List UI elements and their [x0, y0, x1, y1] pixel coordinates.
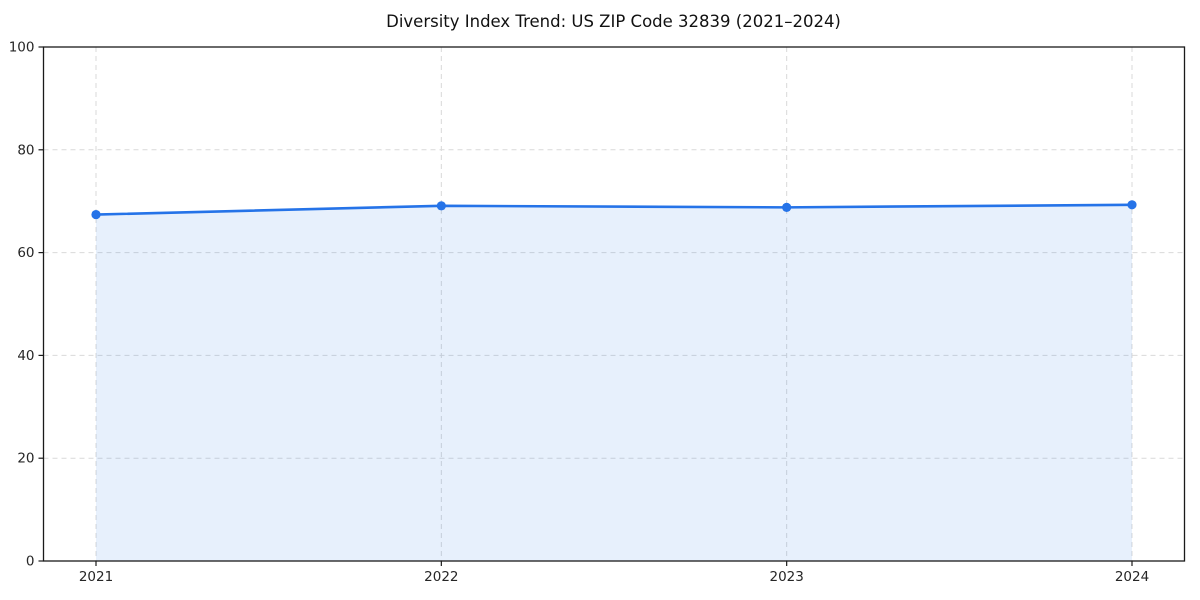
x-tick-label-2021: 2021 — [79, 569, 113, 585]
y-tick-label-40: 40 — [17, 348, 34, 364]
chart-title: Diversity Index Trend: US ZIP Code 32839… — [386, 12, 841, 31]
area-fill — [96, 204, 1132, 561]
y-tick-label-0: 0 — [26, 554, 35, 570]
y-tick-label-100: 100 — [9, 40, 35, 56]
plot-frame — [42, 46, 1186, 562]
x-tick-label-2024: 2024 — [1115, 569, 1149, 585]
x-tick-label-2023: 2023 — [769, 569, 803, 585]
trend-line — [94, 203, 1134, 216]
data-point-2023 — [782, 202, 792, 212]
x-tick-label-2022: 2022 — [424, 569, 458, 585]
data-point-2021 — [91, 209, 101, 220]
y-tick-label-60: 60 — [17, 245, 34, 261]
data-point-2024 — [1127, 200, 1137, 210]
y-tick-label-20: 20 — [17, 451, 34, 467]
data-point-2022 — [436, 201, 446, 211]
y-tick-label-80: 80 — [17, 142, 34, 158]
